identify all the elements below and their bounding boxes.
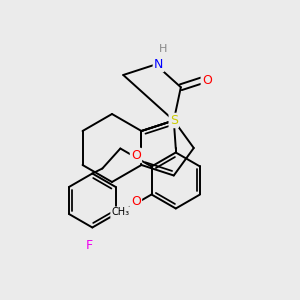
Text: O: O <box>131 149 141 162</box>
Text: F: F <box>86 239 93 252</box>
Text: CH₃: CH₃ <box>111 208 129 218</box>
Text: N: N <box>154 58 163 71</box>
Text: O: O <box>131 195 141 208</box>
Text: O: O <box>202 74 212 87</box>
Text: S: S <box>170 114 178 127</box>
Text: H: H <box>159 44 168 54</box>
